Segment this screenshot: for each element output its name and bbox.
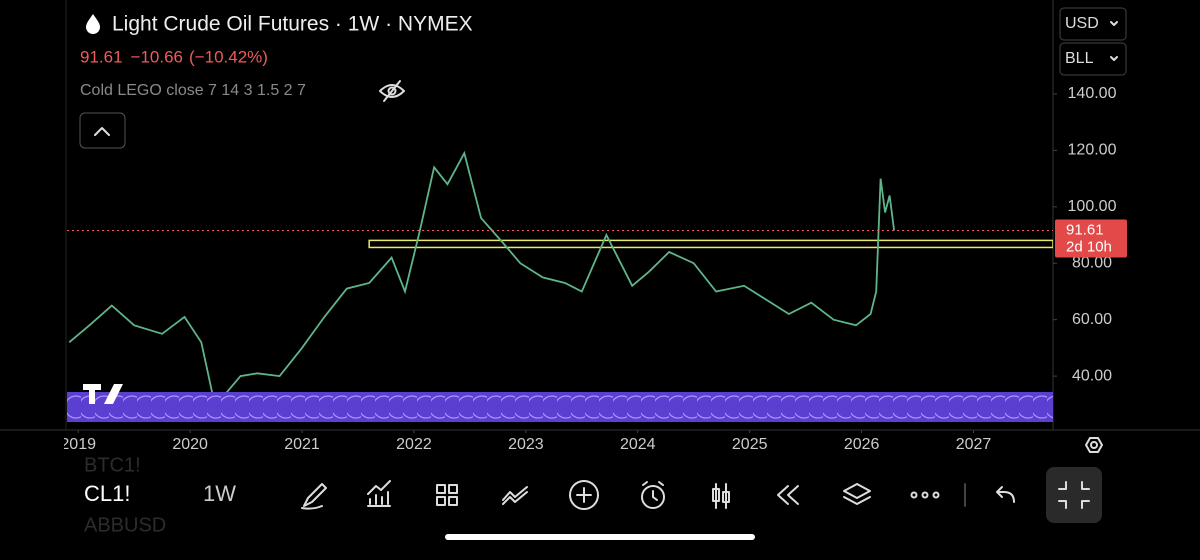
change-pct: (−10.42%) [189, 47, 268, 66]
support-zone [368, 239, 1053, 249]
layout-icon[interactable] [436, 484, 458, 506]
currency-select[interactable]: USD [1059, 7, 1127, 41]
unit-select[interactable]: BLL [1059, 42, 1127, 76]
interval[interactable]: 1W [203, 481, 236, 506]
logo [83, 384, 123, 404]
x-tick-label: 2019 [60, 436, 96, 453]
last-price: 91.61 [80, 47, 123, 66]
plot [67, 150, 1053, 407]
y-tick-label: 140.00 [1068, 85, 1117, 102]
x-tick-label: 2020 [172, 436, 208, 453]
change: −10.66 [131, 47, 183, 66]
draw-icon[interactable] [301, 483, 327, 510]
y-tick-label: 80.00 [1072, 254, 1112, 271]
toolbar-icons [301, 480, 1015, 510]
compare-icon[interactable] [502, 486, 528, 505]
currency: USD [1065, 15, 1099, 32]
indicators-icon[interactable] [367, 480, 391, 507]
add-icon[interactable] [569, 480, 599, 510]
behind-symbol: BTC1! [84, 454, 141, 476]
indicator-label: Cold LEGO close 7 14 3 1.5 2 7 [80, 82, 306, 99]
y-tick-label: 120.00 [1068, 142, 1117, 159]
title: Light Crude Oil Futures · 1W · NYMEX [112, 13, 473, 36]
behind-symbol: ABBUSD [84, 514, 166, 536]
candles-icon[interactable] [712, 483, 730, 509]
last-price-tag [1055, 219, 1127, 258]
x-tick-label: 2024 [620, 436, 656, 453]
symbol[interactable]: CL1! [84, 481, 130, 506]
x-tick-label: 2023 [508, 436, 544, 453]
fullscreen-button[interactable] [1046, 467, 1102, 523]
x-tick-label: 2022 [396, 436, 432, 453]
undo-icon[interactable] [996, 486, 1015, 503]
unit: BLL [1065, 50, 1094, 67]
layers-icon[interactable] [843, 483, 871, 505]
price-line [68, 150, 895, 407]
y-tick-label: 60.00 [1072, 311, 1112, 328]
y-axis: 40.00 60.00 80.00 100.00 120.00 140.00 91.612d… [1053, 85, 1127, 384]
x-axis: 2019 2020 2021 2022 2023 2024 2025 2026 2027 [60, 430, 992, 453]
x-tick-label: 2021 [284, 436, 320, 453]
x-tick-label: 2027 [956, 436, 992, 453]
indicator-rings [67, 392, 1053, 422]
x-tick-label: 2025 [732, 436, 768, 453]
last-price-label: 91.61 [1066, 221, 1104, 238]
alert-icon[interactable] [641, 485, 665, 509]
x-tick-label: 2026 [844, 436, 880, 453]
y-tick-label: 100.00 [1068, 198, 1117, 215]
more-icon[interactable] [910, 491, 918, 499]
settings-icon[interactable] [1085, 437, 1103, 453]
home-indicator [445, 534, 755, 540]
collapse-button[interactable] [79, 112, 126, 149]
replay-icon[interactable] [777, 485, 799, 505]
countdown: 2d 10h [1066, 238, 1112, 255]
y-tick-label: 40.00 [1072, 367, 1112, 384]
drop-icon [86, 14, 100, 34]
hide-icon[interactable] [379, 80, 405, 102]
